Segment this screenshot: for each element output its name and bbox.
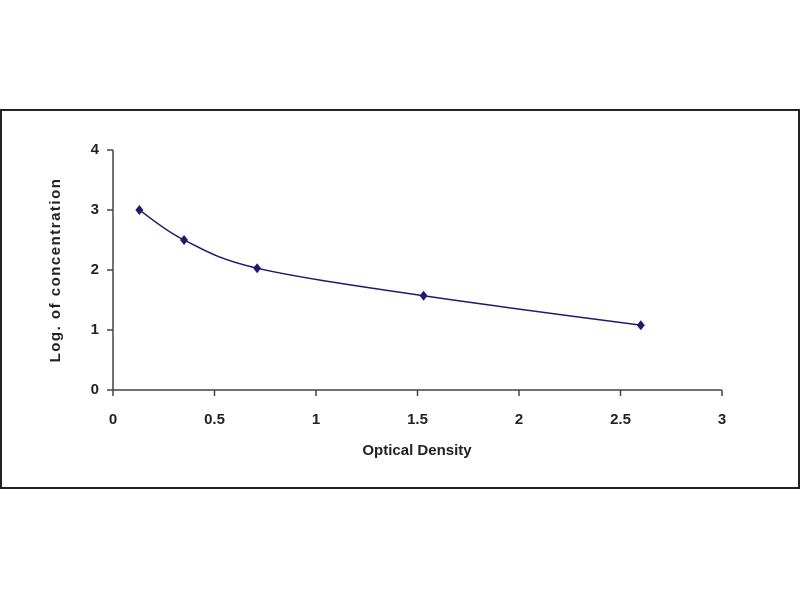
x-tick-label: 1 [312,411,320,428]
x-tick-label: 2.5 [610,411,631,428]
data-point [135,205,144,215]
data-point [419,290,428,301]
x-axis-title: Optical Density [362,442,472,459]
data-point [636,320,645,331]
y-tick-label: 1 [91,321,99,338]
data-point [253,263,262,274]
y-tick-label: 4 [91,141,100,158]
y-tick-label: 0 [91,381,99,398]
y-tick-label: 2 [91,261,99,278]
x-tick-label: 3 [718,411,726,428]
x-tick-label: 1.5 [407,411,428,428]
y-axis-title: Log. of concentration [47,178,64,363]
chart-frame [0,109,800,489]
x-tick-label: 2 [515,411,523,428]
y-tick-label: 3 [91,201,99,218]
x-tick-label: 0.5 [204,411,225,428]
data-point [180,235,189,245]
x-tick-label: 0 [109,411,117,428]
